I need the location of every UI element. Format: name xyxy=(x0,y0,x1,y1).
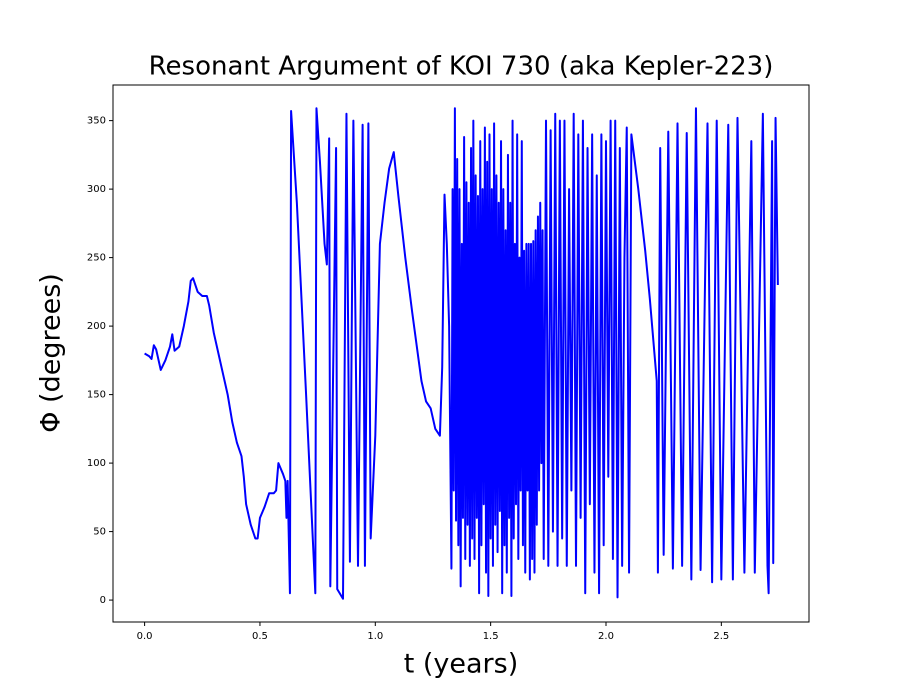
y-tick-label: 300 xyxy=(87,184,106,195)
data-line xyxy=(144,107,779,600)
plot-frame xyxy=(112,84,810,623)
y-tick-label: 250 xyxy=(87,253,106,264)
x-tick-label: 0.5 xyxy=(252,631,268,642)
x-tick-label: 2.5 xyxy=(713,631,729,642)
y-tick-label: 100 xyxy=(87,458,106,469)
x-tick-label: 0.0 xyxy=(137,631,153,642)
x-axis-label: t (years) xyxy=(404,649,519,680)
y-tick-label: 0 xyxy=(100,595,106,606)
x-tick-label: 1.0 xyxy=(367,631,383,642)
y-tick-label: 350 xyxy=(87,116,106,127)
chart-title: Resonant Argument of KOI 730 (aka Kepler… xyxy=(149,52,774,82)
x-tick-label: 2.0 xyxy=(598,631,614,642)
x-tick-label: 1.5 xyxy=(483,631,499,642)
y-tick-label: 50 xyxy=(93,527,106,538)
y-tick-label: 200 xyxy=(87,321,106,332)
y-axis-label: Φ (degrees) xyxy=(36,273,67,433)
y-tick-label: 150 xyxy=(87,390,106,401)
